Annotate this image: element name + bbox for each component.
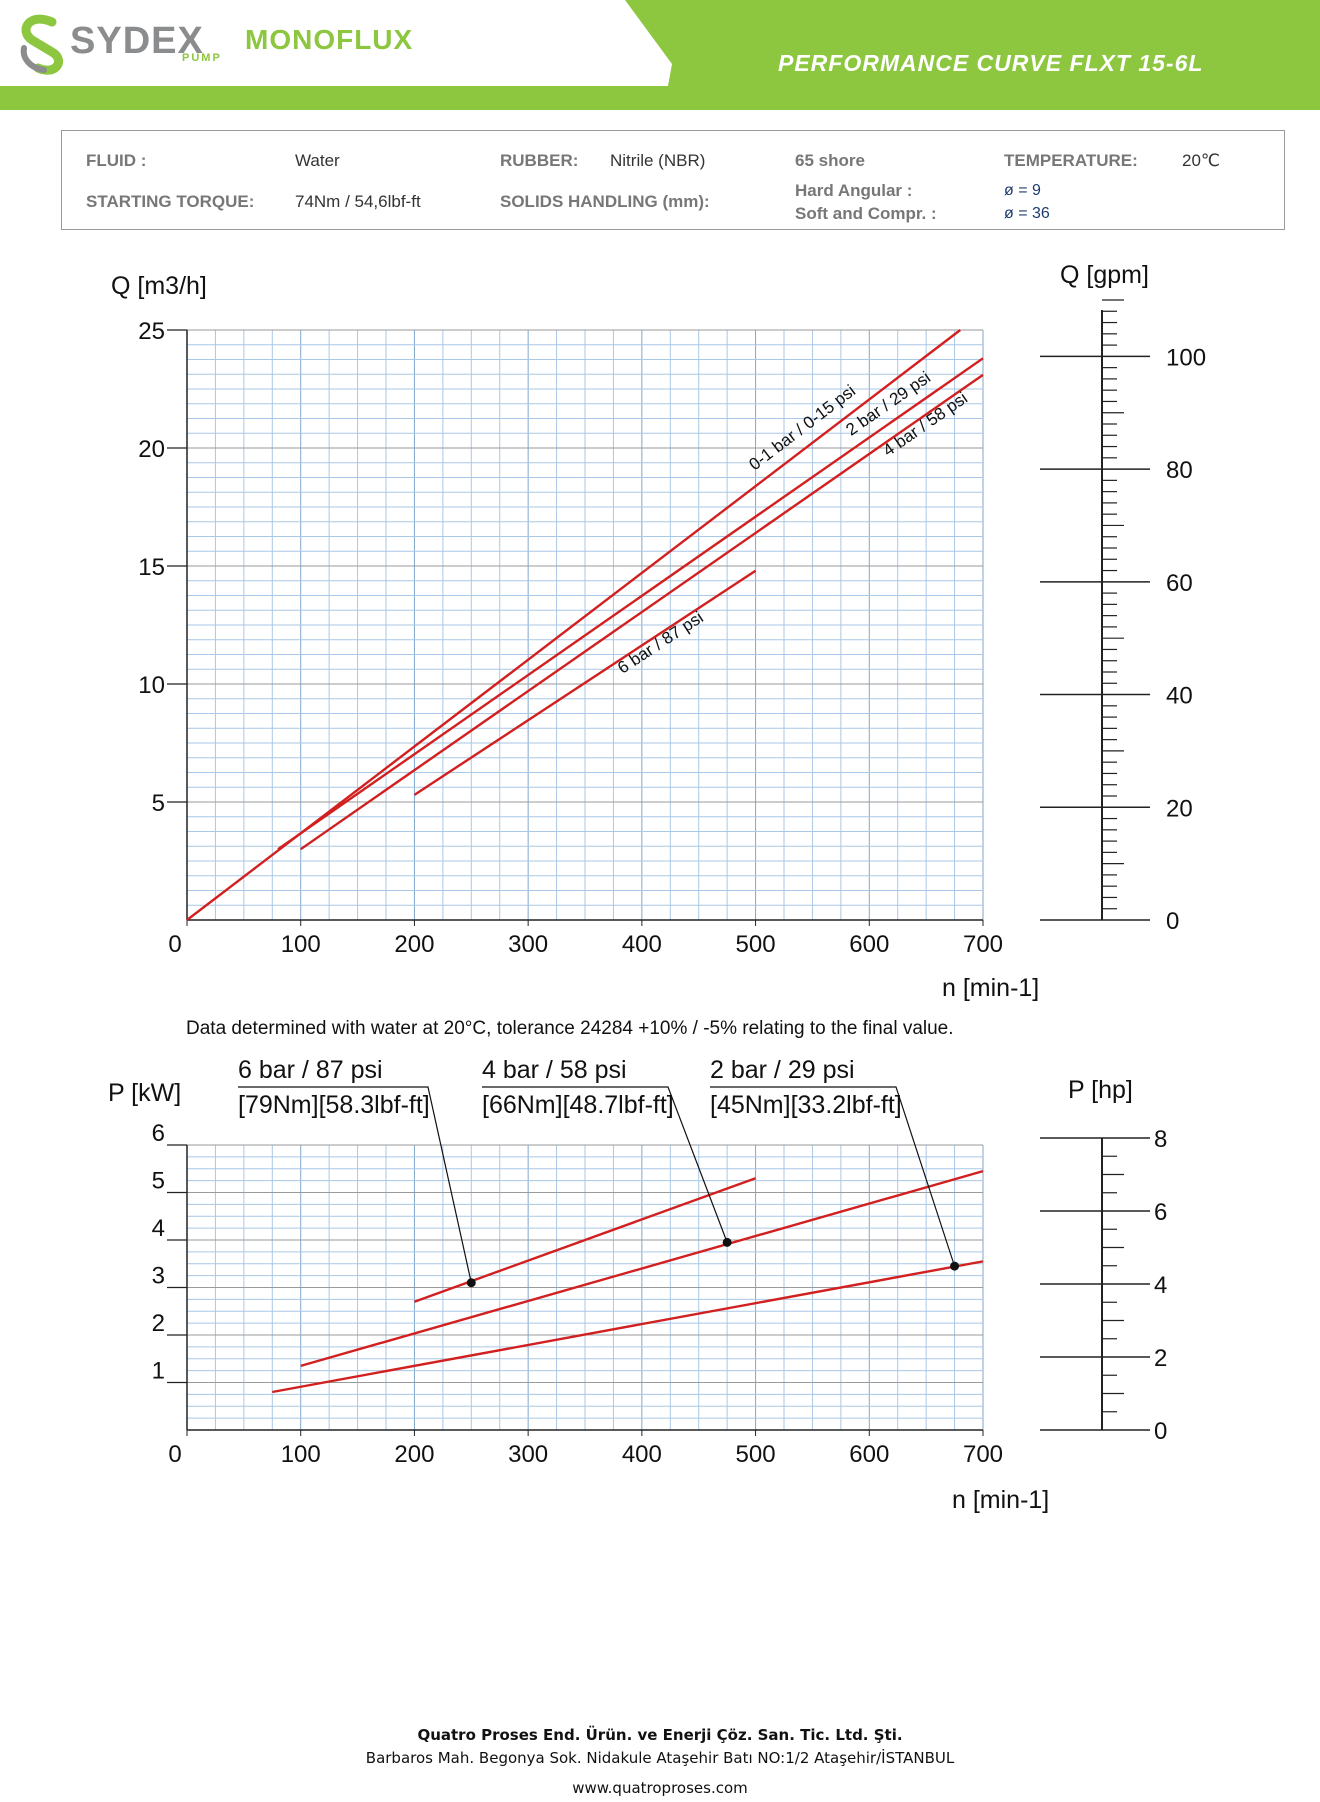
callout-label: 4 bar / 58 psi [482, 1056, 627, 1084]
torque-label: STARTING TORQUE: [86, 192, 255, 211]
brand-name: SYDEX [70, 20, 204, 62]
secondary-tick-label: 60 [1166, 570, 1193, 597]
power-chart: 0 100 200 300 400 500 600 700 1 2 3 4 5 6 P [kW] n [min… [108, 1056, 1167, 1514]
x-tick-label: 600 [849, 931, 889, 958]
y-tick-label: 3 [152, 1263, 165, 1290]
soft-compr-label: Soft and Compr. : [795, 204, 937, 223]
secondary-tick-label: 6 [1154, 1199, 1167, 1226]
y-tick-label: 20 [138, 436, 165, 463]
callout-label: 2 bar / 29 psi [710, 1056, 855, 1084]
y-tick-label: 5 [152, 1168, 165, 1195]
x-tick-label: 600 [849, 1441, 889, 1468]
secondary-tick-label: 0 [1154, 1418, 1167, 1445]
secondary-axis-label: P [hp] [1068, 1076, 1133, 1104]
callout-label: 6 bar / 87 psi [238, 1056, 383, 1084]
x-axis-label: n [min-1] [942, 974, 1039, 1002]
x-tick-label: 400 [622, 931, 662, 958]
hard-angular-label: Hard Angular : [795, 181, 913, 200]
series-line [300, 373, 984, 851]
series-line [413, 569, 757, 796]
y-tick-label: 10 [138, 672, 165, 699]
product-line: MONOFLUX [245, 24, 414, 55]
temperature-value: 20℃ [1182, 151, 1221, 170]
hard-angular-value: ø = 9 [1004, 182, 1041, 199]
secondary-tick-label: 100 [1166, 344, 1206, 371]
soft-compr-value: ø = 36 [1004, 205, 1050, 222]
series-line [272, 1260, 984, 1394]
series-marker [950, 1261, 960, 1271]
x-tick-label: 300 [508, 1441, 548, 1468]
y-axis-label: Q [m3/h] [111, 272, 207, 300]
y-tick-label: 6 [152, 1120, 165, 1147]
callout-leader [482, 1086, 728, 1243]
series-marker [466, 1278, 476, 1288]
footer-company: Quatro Proses End. Ürün. ve Enerji Çöz. … [417, 1726, 903, 1744]
torque-value: 74Nm / 54,6lbf-ft [295, 192, 421, 211]
y-tick-label: 25 [138, 318, 165, 345]
sydex-logo-icon [20, 14, 63, 75]
x-tick-label: 0 [168, 1441, 181, 1468]
tolerance-note: Data determined with water at 20°C, tole… [186, 1018, 954, 1039]
x-tick-label: 700 [963, 1441, 1003, 1468]
temperature-label: TEMPERATURE: [1004, 151, 1138, 170]
header-banner [0, 0, 1320, 110]
callout-leader [238, 1086, 472, 1283]
rubber-label: RUBBER: [500, 151, 579, 170]
x-tick-label: 200 [394, 931, 434, 958]
secondary-tick-label: 20 [1166, 795, 1193, 822]
x-tick-label: 700 [963, 931, 1003, 958]
x-tick-label: 200 [394, 1441, 434, 1468]
y-tick-label: 15 [138, 554, 165, 581]
callout-torque: [45Nm][33.2lbf-ft] [710, 1091, 902, 1119]
callout-torque: [66Nm][48.7lbf-ft] [482, 1091, 674, 1119]
secondary-tick-label: 80 [1166, 457, 1193, 484]
secondary-tick-label: 40 [1166, 683, 1193, 710]
series-label: 6 bar / 87 psi [614, 608, 707, 678]
y-tick-label: 1 [152, 1358, 165, 1385]
y-tick-label: 4 [152, 1215, 165, 1242]
solids-label: SOLIDS HANDLING (mm): [500, 192, 710, 211]
x-tick-label: 100 [281, 931, 321, 958]
secondary-tick-label: 0 [1166, 908, 1179, 935]
shore-value: 65 shore [795, 151, 865, 170]
series-line [277, 357, 984, 851]
secondary-tick-label: 8 [1154, 1126, 1167, 1153]
secondary-tick-label: 4 [1154, 1272, 1167, 1299]
brand-sub: PUMP [182, 52, 222, 64]
x-tick-label: 500 [736, 931, 776, 958]
series-line [300, 1169, 984, 1368]
secondary-axis-label: Q [gpm] [1060, 261, 1149, 289]
fluid-value: Water [295, 151, 340, 170]
series-marker [722, 1237, 732, 1247]
page-title: PERFORMANCE CURVE FLXT 15-6L [778, 50, 1204, 76]
series-label: 0-1 bar / 0-15 psi [745, 381, 859, 474]
spec-box [61, 130, 1285, 230]
y-tick-label: 2 [152, 1310, 165, 1337]
rubber-value: Nitrile (NBR) [610, 151, 706, 170]
x-tick-label: 300 [508, 931, 548, 958]
y-axis-label: P [kW] [108, 1079, 181, 1107]
x-tick-label: 400 [622, 1441, 662, 1468]
callout-torque: [79Nm][58.3lbf-ft] [238, 1091, 430, 1119]
x-tick-label: 100 [281, 1441, 321, 1468]
fluid-label: FLUID : [86, 151, 147, 170]
x-tick-label: 500 [736, 1441, 776, 1468]
secondary-tick-label: 2 [1154, 1345, 1167, 1372]
x-axis-label: n [min-1] [952, 1486, 1049, 1514]
y-tick-label: 5 [152, 790, 165, 817]
callout-leader [710, 1086, 956, 1267]
footer-website[interactable]: www.quatroproses.com [572, 1779, 748, 1797]
x-tick-label: 0 [168, 931, 181, 958]
footer-address: Barbaros Mah. Begonya Sok. Nidakule Ataş… [365, 1749, 955, 1767]
